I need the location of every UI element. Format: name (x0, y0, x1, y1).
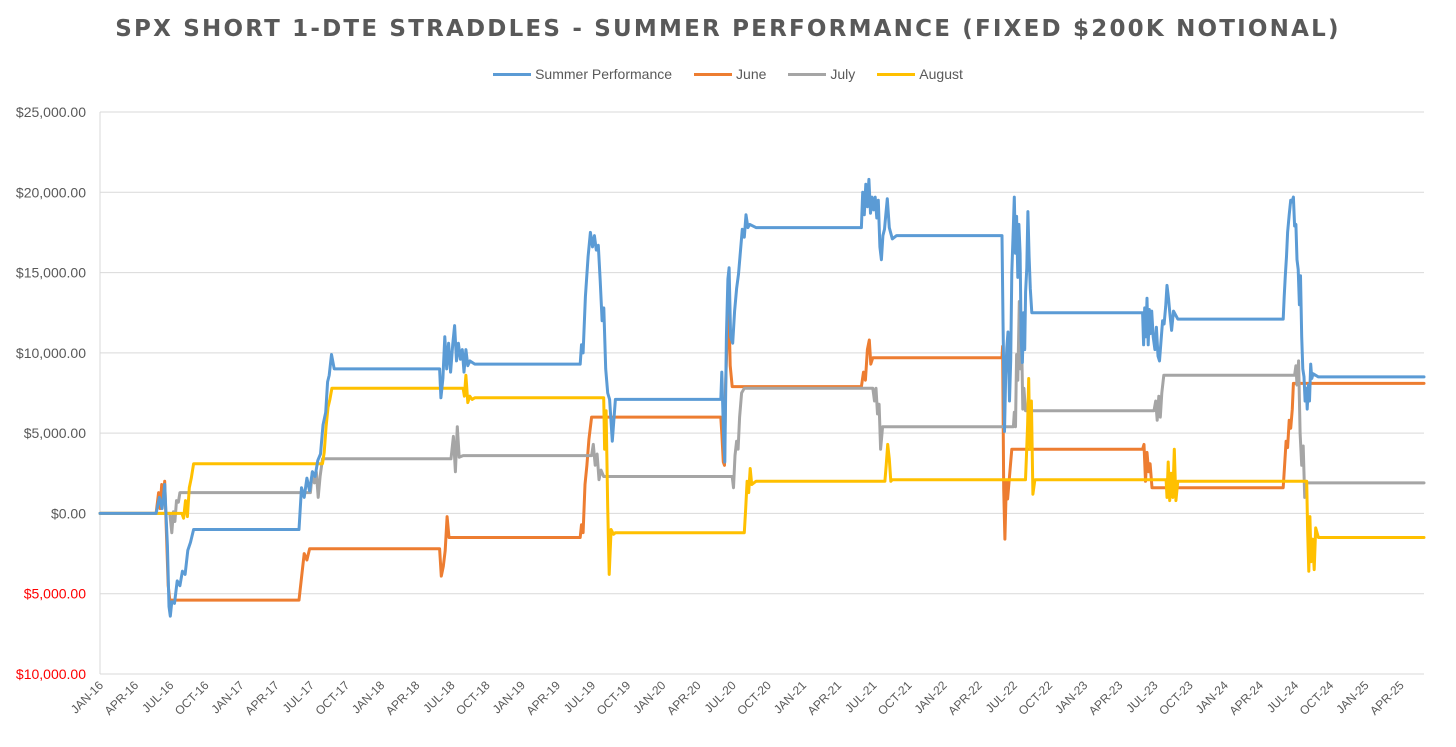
legend-swatch-july (788, 72, 827, 76)
x-tick-label: JUL-17 (280, 678, 317, 715)
series-line-july (98, 300, 1426, 535)
y-tick-label: $15,000.00 (16, 265, 86, 281)
x-tick-label: JUL-23 (1123, 678, 1160, 715)
legend-label-june: June (736, 66, 767, 82)
x-tick-label: JUL-16 (139, 678, 176, 715)
y-tick-label: $10,000.00 (16, 345, 86, 361)
x-tick-label: JUL-19 (561, 678, 598, 715)
x-tick-label: JAN-18 (349, 678, 387, 716)
x-tick-label: OCT-24 (1297, 678, 1337, 718)
x-tick-label: APR-19 (523, 678, 563, 718)
x-tick-label: OCT-18 (453, 678, 493, 718)
legend-swatch-august (877, 72, 916, 76)
y-tick-label: $10,000.00 (16, 666, 86, 682)
x-tick-label: JUL-24 (1264, 678, 1301, 715)
x-tick-label: APR-22 (945, 678, 985, 718)
x-tick-label: OCT-20 (734, 678, 774, 718)
chart-legend: Summer Performance June July August (0, 66, 1456, 82)
legend-label-july: July (830, 66, 856, 82)
x-tick-label: JAN-25 (1333, 678, 1371, 716)
x-tick-label: JUL-18 (420, 678, 457, 715)
x-tick-label: JUL-21 (842, 678, 879, 715)
legend-swatch-june (694, 72, 733, 76)
x-tick-label: APR-20 (664, 678, 704, 718)
y-tick-label: $25,000.00 (16, 104, 86, 120)
x-tick-label: JUL-22 (983, 678, 1020, 715)
x-tick-label: JUL-20 (702, 678, 739, 715)
legend-label-august: August (919, 66, 963, 82)
x-tick-label: APR-21 (805, 678, 845, 718)
x-tick-label: APR-17 (242, 678, 282, 718)
series-line-august (98, 373, 1426, 576)
x-tick-label: OCT-17 (313, 678, 353, 718)
legend-item-august: August (877, 66, 963, 82)
legend-item-summer: Summer Performance (493, 66, 672, 82)
y-tick-label: $20,000.00 (16, 184, 86, 200)
x-tick-label: JAN-16 (68, 678, 106, 716)
y-tick-label: $0.00 (51, 505, 86, 521)
legend-item-june: June (694, 66, 766, 82)
x-tick-label: APR-23 (1086, 678, 1126, 718)
legend-item-july: July (788, 66, 855, 82)
x-tick-label: APR-18 (383, 678, 423, 718)
legend-swatch-summer (493, 72, 532, 76)
y-tick-label: $5,000.00 (24, 586, 86, 602)
x-tick-label: APR-24 (1226, 678, 1266, 718)
x-tick-label: APR-16 (102, 678, 142, 718)
x-tick-label: OCT-19 (594, 678, 634, 718)
y-tick-label: $5,000.00 (24, 425, 86, 441)
x-tick-label: JAN-17 (209, 678, 247, 716)
x-tick-label: OCT-22 (1016, 678, 1056, 718)
x-tick-label: OCT-16 (172, 678, 212, 718)
x-tick-label: JAN-21 (771, 678, 809, 716)
series-line-summer-performance (98, 177, 1426, 618)
x-tick-label: JAN-22 (912, 678, 950, 716)
x-tick-label: JAN-20 (630, 678, 668, 716)
x-tick-label: JAN-24 (1193, 678, 1231, 716)
x-tick-label: JAN-23 (1052, 678, 1090, 716)
x-tick-label: OCT-23 (1156, 678, 1196, 718)
x-tick-label: APR-25 (1367, 678, 1407, 718)
legend-label-summer: Summer Performance (535, 66, 673, 82)
x-tick-label: OCT-21 (875, 678, 915, 718)
series-line-june (98, 283, 1426, 602)
x-tick-label: JAN-19 (490, 678, 528, 716)
chart-title: SPX SHORT 1-DTE STRADDLES - SUMMER PERFO… (115, 16, 1341, 42)
